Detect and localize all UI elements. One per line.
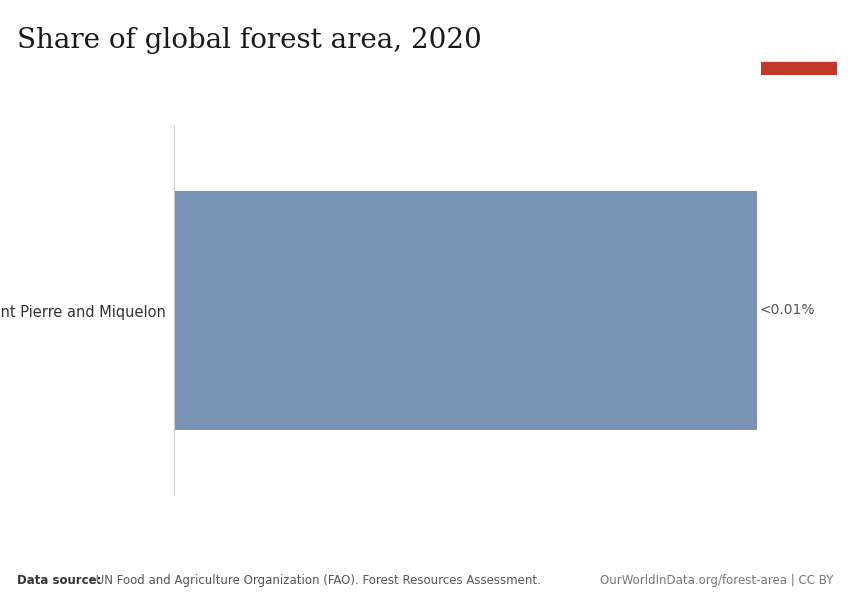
Bar (761, 62, 837, 75)
Text: <0.01%: <0.01% (759, 304, 815, 317)
Text: UN Food and Agriculture Organization (FAO). Forest Resources Assessment.: UN Food and Agriculture Organization (FA… (92, 574, 541, 587)
Text: Our World: Our World (774, 22, 824, 31)
Text: in Data: in Data (780, 38, 818, 47)
Text: Data source:: Data source: (17, 574, 101, 587)
Bar (174, 191, 756, 430)
Text: Share of global forest area, 2020: Share of global forest area, 2020 (17, 27, 482, 54)
Text: OurWorldInData.org/forest-area | CC BY: OurWorldInData.org/forest-area | CC BY (599, 574, 833, 587)
